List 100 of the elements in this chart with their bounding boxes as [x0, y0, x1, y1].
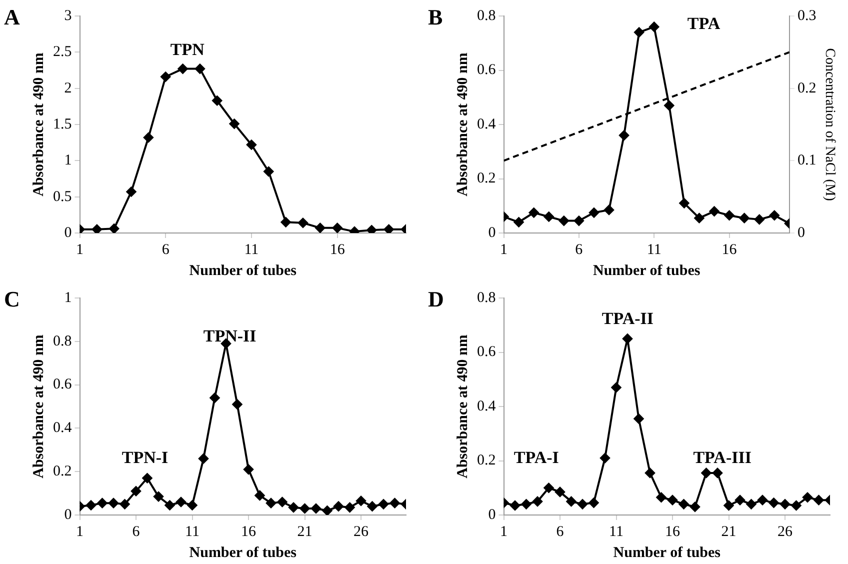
x-tick-label: 11	[609, 524, 624, 540]
point	[588, 498, 599, 508]
point	[634, 27, 644, 38]
point	[619, 130, 630, 140]
point	[120, 499, 130, 510]
point	[754, 214, 764, 224]
y-tick-label: 0.5	[53, 188, 72, 205]
point	[574, 216, 584, 226]
point	[622, 334, 632, 344]
point	[390, 498, 400, 508]
x-axis-title: Number of tubes	[189, 262, 297, 279]
y-tick-label: 0	[488, 224, 496, 241]
y-axis-title: Absorbance at 490 nm	[454, 52, 471, 196]
point	[746, 499, 756, 510]
y-tick-label: 1.5	[53, 116, 72, 132]
x-tick-label: 6	[575, 242, 584, 258]
point	[356, 496, 366, 506]
y-tick-label: 0	[64, 224, 72, 241]
point	[210, 392, 220, 403]
annotation: TPA-I	[514, 448, 560, 467]
y-tick-label: 2	[64, 80, 72, 96]
point	[176, 496, 186, 507]
point	[611, 382, 622, 393]
point	[544, 212, 554, 222]
y-tick-label: 0.2	[53, 464, 72, 480]
annotation: TPN-I	[122, 448, 169, 467]
point	[244, 464, 254, 474]
point	[588, 208, 599, 218]
y-tick-label: 1	[64, 152, 72, 169]
y-tick-label: 1	[64, 290, 72, 306]
chart-title: A	[4, 4, 20, 30]
x-tick-label: 6	[556, 524, 564, 540]
point	[656, 492, 666, 502]
point	[232, 399, 242, 410]
point	[664, 100, 674, 111]
point	[769, 210, 780, 220]
x-tick-label: 16	[241, 524, 256, 540]
x-tick-label: 16	[722, 242, 738, 258]
annotation: TPA	[687, 14, 721, 33]
y2-tick-label: 0.2	[797, 80, 816, 96]
y2-axis-title: Concentration of NaCl (M)	[822, 48, 837, 202]
point	[802, 492, 812, 502]
point	[384, 224, 394, 233]
point	[724, 500, 734, 511]
x-tick-label: 26	[354, 524, 369, 540]
annotation: TPN	[170, 40, 206, 59]
point	[555, 486, 565, 497]
point	[97, 498, 108, 508]
point	[768, 498, 779, 508]
point	[164, 500, 175, 510]
x-tick-label: 1	[76, 524, 84, 540]
annotation: TPA-II	[602, 308, 654, 328]
point	[528, 208, 539, 218]
point	[558, 216, 569, 226]
point	[126, 186, 136, 197]
y-tick-label: 0.2	[477, 170, 496, 187]
point	[532, 496, 542, 506]
x-tick-label: 21	[297, 524, 312, 540]
point	[280, 217, 291, 228]
point	[92, 224, 102, 233]
point	[109, 224, 120, 233]
point	[634, 414, 644, 424]
y-tick-label: 0.6	[477, 62, 496, 78]
point	[212, 96, 222, 106]
point	[160, 72, 171, 82]
y-axis-title: Absorbance at 490 nm	[30, 52, 47, 196]
point	[322, 506, 332, 515]
point	[229, 118, 240, 129]
point	[510, 500, 520, 511]
point	[521, 499, 532, 510]
point	[604, 204, 614, 215]
x-tick-label: 1	[500, 524, 508, 540]
y-tick-label: 0.2	[477, 452, 496, 469]
point	[735, 495, 745, 506]
point	[712, 468, 722, 478]
y-tick-label: 0.8	[53, 333, 72, 350]
x-tick-label: 11	[244, 242, 259, 258]
point	[578, 499, 588, 510]
y2-tick-label: 0.1	[797, 152, 816, 169]
point	[108, 498, 118, 508]
point	[187, 500, 198, 510]
y-tick-label: 2.5	[53, 44, 72, 60]
x-tick-label: 21	[721, 524, 736, 540]
x-axis-title: Number of tubes	[592, 262, 700, 279]
y-tick-label: 0.6	[477, 344, 496, 360]
point	[154, 492, 164, 502]
y-tick-label: 0.4	[477, 116, 496, 132]
y-tick-label: 0.4	[477, 398, 496, 414]
point	[600, 453, 610, 464]
x-axis-title: Number of tubes	[189, 544, 297, 561]
x-tick-label: 1	[500, 242, 508, 258]
point	[791, 500, 802, 511]
chart-title: D	[428, 286, 444, 312]
point	[694, 213, 704, 224]
y-axis-title: Absorbance at 490 nm	[30, 334, 47, 478]
y-tick-label: 0.8	[477, 290, 496, 306]
point	[645, 468, 655, 478]
y2-tick-label: 0	[797, 224, 805, 241]
annotation: TPN-II	[203, 326, 257, 346]
point	[315, 222, 326, 233]
